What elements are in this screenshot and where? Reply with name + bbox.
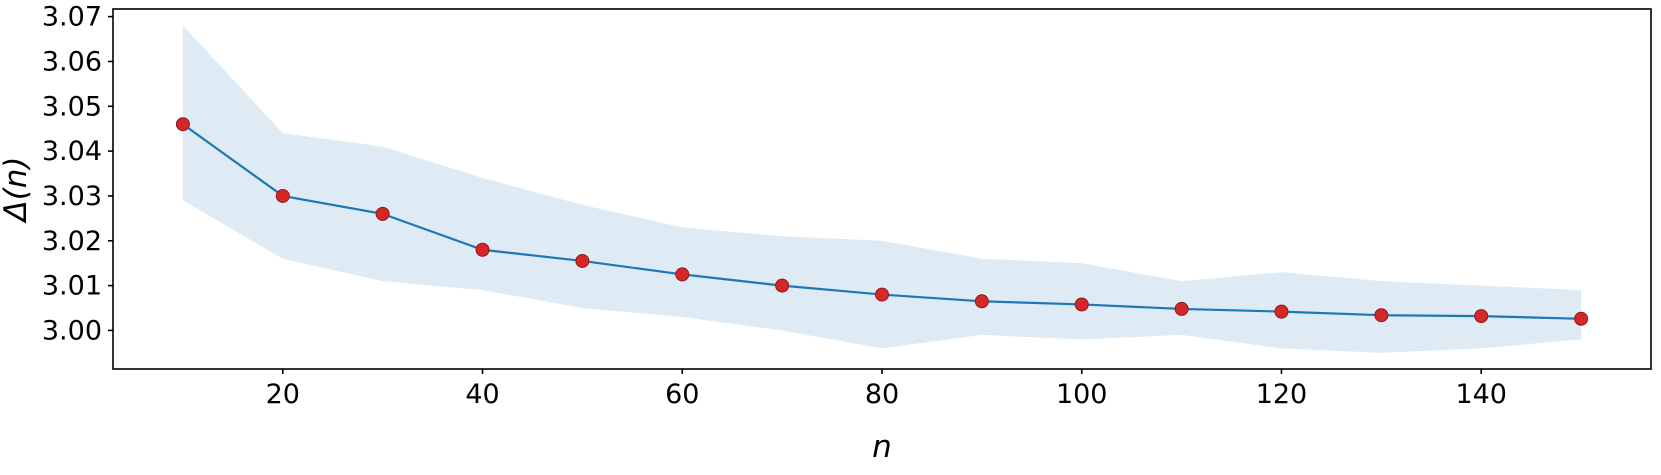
x-axis-label: n <box>872 429 892 465</box>
y-tick-label: 3.00 <box>42 315 102 346</box>
data-point <box>1274 304 1289 319</box>
x-tick-label: 60 <box>665 379 699 410</box>
x-tick-label: 40 <box>465 379 499 410</box>
data-point <box>1174 301 1189 316</box>
data-point <box>1474 309 1489 324</box>
data-point <box>675 267 690 282</box>
confidence-band <box>182 25 1582 353</box>
y-tick-label: 3.05 <box>42 91 102 122</box>
data-point <box>1074 297 1089 312</box>
x-tick-label: 20 <box>266 379 300 410</box>
data-point <box>775 278 790 293</box>
y-tick-label: 3.02 <box>42 226 102 257</box>
data-point <box>1574 311 1589 326</box>
data-point <box>1374 308 1389 323</box>
data-point <box>575 253 590 268</box>
data-point <box>375 206 390 221</box>
x-tick-label: 100 <box>1056 379 1108 410</box>
x-tick-label: 120 <box>1256 379 1308 410</box>
x-tick-label: 140 <box>1455 379 1507 410</box>
data-point <box>475 242 490 257</box>
y-tick-label: 3.04 <box>42 136 102 167</box>
y-axis-label: Δ(n) <box>0 156 34 223</box>
y-tick-label: 3.07 <box>42 2 102 33</box>
data-point <box>974 294 989 309</box>
y-tick-label: 3.01 <box>42 271 102 302</box>
y-tick-label: 3.03 <box>42 181 102 212</box>
data-point <box>875 287 889 302</box>
data-point <box>275 188 290 203</box>
y-tick-label: 3.06 <box>42 46 102 77</box>
data-point <box>175 117 190 132</box>
x-tick-label: 80 <box>865 379 899 410</box>
